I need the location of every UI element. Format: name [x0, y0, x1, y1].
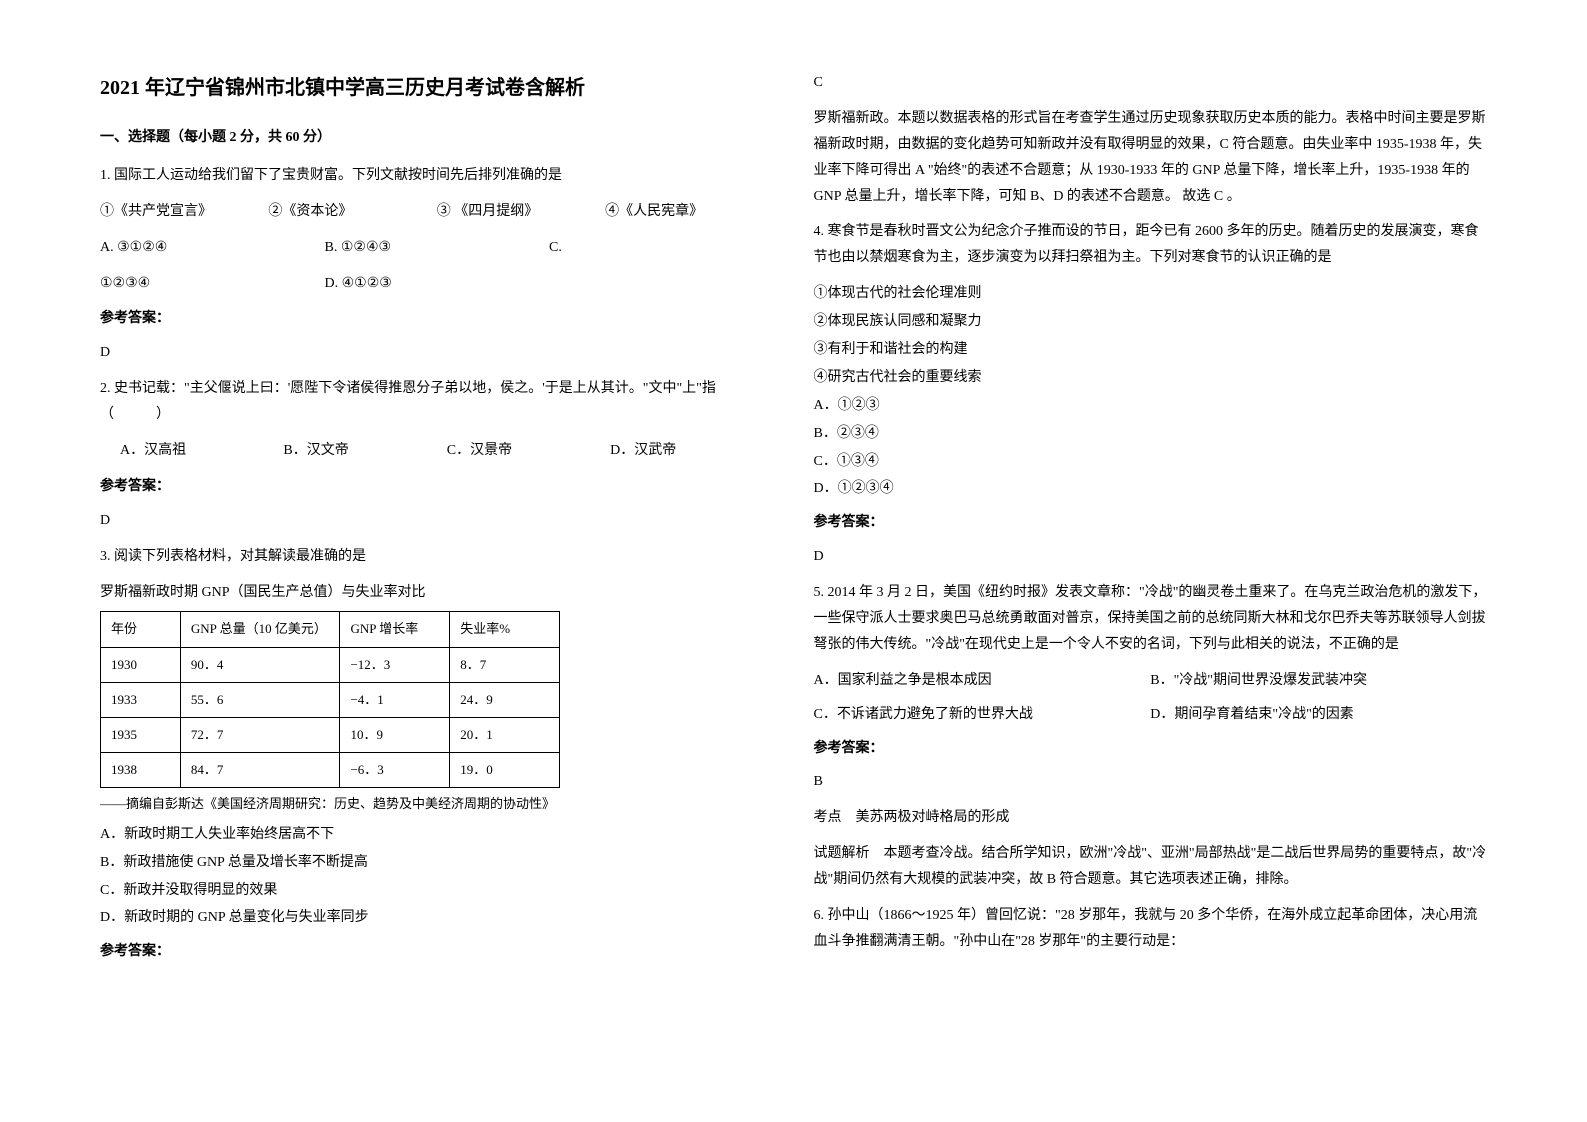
q3-opt-d: D．新政时期的 GNP 总量变化与失业率同步	[100, 905, 774, 931]
th-unemployment: 失业率%	[450, 612, 560, 647]
q4-item-2: ②体现民族认同感和凝聚力	[814, 309, 1488, 335]
cell: 19．0	[450, 752, 560, 787]
q4-stem: 4. 寒食节是春秋时晋文公为纪念介子推而设的节日，距今已有 2600 多年的历史…	[814, 219, 1488, 271]
table-header-row: 年份 GNP 总量（10 亿美元） GNP 增长率 失业率%	[101, 612, 560, 647]
ref-answer-label-3: 参考答案：	[100, 939, 774, 965]
q2-stem: 2. 史书记载："主父偃说上曰：'愿陛下令诸侯得推恩分子弟以地，侯之。'于是上从…	[100, 376, 774, 428]
answer-2: D	[100, 508, 774, 534]
q1-item-3: ③ 《四月提纲》	[437, 199, 605, 225]
cell: 1935	[101, 717, 181, 752]
cell: 84．7	[180, 752, 340, 787]
q5-opt-b: B．"冷战"期间世界没爆发武装冲突	[1150, 668, 1487, 694]
q5-opts-row2: C．不诉诸武力避免了新的世界大战 D．期间孕育着结束"冷战"的因素	[814, 702, 1488, 728]
cell: 55．6	[180, 682, 340, 717]
cell: 1933	[101, 682, 181, 717]
q5-opt-d: D．期间孕育着结束"冷战"的因素	[1150, 702, 1487, 728]
a3-explanation: 罗斯福新政。本题以数据表格的形式旨在考查学生通过历史现象获取历史本质的能力。表格…	[814, 106, 1488, 210]
ref-answer-label-4: 参考答案：	[814, 510, 1488, 536]
cell: 1930	[101, 647, 181, 682]
q1-opt-pad	[549, 271, 774, 297]
q1-item-1: ①《共产党宣言》	[100, 199, 268, 225]
cell: −4．1	[340, 682, 450, 717]
table-row: 1938 84．7 −6．3 19．0	[101, 752, 560, 787]
q3-opt-a: A．新政时期工人失业率始终居高不下	[100, 822, 774, 848]
q2-opt-c: C．汉景帝	[447, 438, 610, 464]
q1-stem: 1. 国际工人运动给我们留下了宝贵财富。下列文献按时间先后排列准确的是	[100, 163, 774, 189]
answer-5: B	[814, 769, 1488, 795]
q5-opt-a: A．国家利益之争是根本成因	[814, 668, 1151, 694]
q5-stem: 5. 2014 年 3 月 2 日，美国《纽约时报》发表文章称："冷战"的幽灵卷…	[814, 580, 1488, 658]
cell: 24．9	[450, 682, 560, 717]
table-row: 1935 72．7 10．9 20．1	[101, 717, 560, 752]
a5-topic: 考点 美苏两极对峙格局的形成	[814, 805, 1488, 831]
q4-opt-d: D．①②③④	[814, 476, 1488, 502]
exam-title: 2021 年辽宁省锦州市北镇中学高三历史月考试卷含解析	[100, 70, 774, 107]
q1-items: ①《共产党宣言》 ②《资本论》 ③ 《四月提纲》 ④《人民宪章》	[100, 199, 774, 225]
q6-stem: 6. 孙中山（1866～1925 年）曾回忆说："28 岁那年，我就与 20 多…	[814, 903, 1488, 955]
right-column: C 罗斯福新政。本题以数据表格的形式旨在考查学生通过历史现象获取历史本质的能力。…	[814, 70, 1488, 1052]
q1-opt-cval: ①②③④	[100, 271, 325, 297]
cell: 1938	[101, 752, 181, 787]
q1-opt-a: A. ③①②④	[100, 235, 325, 261]
cell: −12．3	[340, 647, 450, 682]
cell: 10．9	[340, 717, 450, 752]
table-row: 1930 90．4 −12．3 8．7	[101, 647, 560, 682]
q4-opt-c: C．①③④	[814, 449, 1488, 475]
cell: 72．7	[180, 717, 340, 752]
q2-opt-a: A．汉高祖	[120, 438, 283, 464]
q4-opt-a: A．①②③	[814, 393, 1488, 419]
a5-explanation: 试题解析 本题考查冷战。结合所学知识，欧洲"冷战"、亚洲"局部热战"是二战后世界…	[814, 841, 1488, 893]
q2-opts: A．汉高祖 B．汉文帝 C．汉景帝 D．汉武帝	[100, 438, 774, 464]
th-gnp-total: GNP 总量（10 亿美元）	[180, 612, 340, 647]
q1-item-4: ④《人民宪章》	[605, 199, 773, 225]
q4-item-4: ④研究古代社会的重要线索	[814, 365, 1488, 391]
q3-opt-c: C．新政并没取得明显的效果	[100, 878, 774, 904]
q4-opt-b: B．②③④	[814, 421, 1488, 447]
q1-opts-row2: ①②③④ D. ④①②③	[100, 271, 774, 297]
th-gnp-growth: GNP 增长率	[340, 612, 450, 647]
table-row: 1933 55．6 −4．1 24．9	[101, 682, 560, 717]
q4-item-1: ①体现古代的社会伦理准则	[814, 281, 1488, 307]
cell: 20．1	[450, 717, 560, 752]
q1-item-2: ②《资本论》	[268, 199, 436, 225]
section-heading: 一、选择题（每小题 2 分，共 60 分）	[100, 125, 774, 151]
answer-3: C	[814, 70, 1488, 96]
q4-item-3: ③有利于和谐社会的构建	[814, 337, 1488, 363]
ref-answer-label-5: 参考答案：	[814, 736, 1488, 762]
q3-stem: 3. 阅读下列表格材料，对其解读最准确的是	[100, 544, 774, 570]
cell: −6．3	[340, 752, 450, 787]
q5-opts-row1: A．国家利益之争是根本成因 B．"冷战"期间世界没爆发武装冲突	[814, 668, 1488, 694]
q3-source: ——摘编自彭斯达《美国经济周期研究：历史、趋势及中美经济周期的协动性》	[100, 792, 774, 816]
th-year: 年份	[101, 612, 181, 647]
q2-opt-b: B．汉文帝	[283, 438, 446, 464]
q1-opt-d: D. ④①②③	[325, 271, 550, 297]
cell: 90．4	[180, 647, 340, 682]
q3-table-caption: 罗斯福新政时期 GNP（国民生产总值）与失业率对比	[100, 580, 774, 606]
q1-opt-c: C.	[549, 235, 774, 261]
q1-opts-row1: A. ③①②④ B. ①②④③ C.	[100, 235, 774, 261]
answer-4: D	[814, 544, 1488, 570]
q3-opt-b: B．新政措施使 GNP 总量及增长率不断提高	[100, 850, 774, 876]
left-column: 2021 年辽宁省锦州市北镇中学高三历史月考试卷含解析 一、选择题（每小题 2 …	[100, 70, 774, 1052]
q5-opt-c: C．不诉诸武力避免了新的世界大战	[814, 702, 1151, 728]
cell: 8．7	[450, 647, 560, 682]
q1-opt-b: B. ①②④③	[325, 235, 550, 261]
ref-answer-label-2: 参考答案：	[100, 474, 774, 500]
q3-table: 年份 GNP 总量（10 亿美元） GNP 增长率 失业率% 1930 90．4…	[100, 611, 560, 787]
q2-opt-d: D．汉武帝	[610, 438, 773, 464]
ref-answer-label-1: 参考答案：	[100, 306, 774, 332]
answer-1: D	[100, 340, 774, 366]
